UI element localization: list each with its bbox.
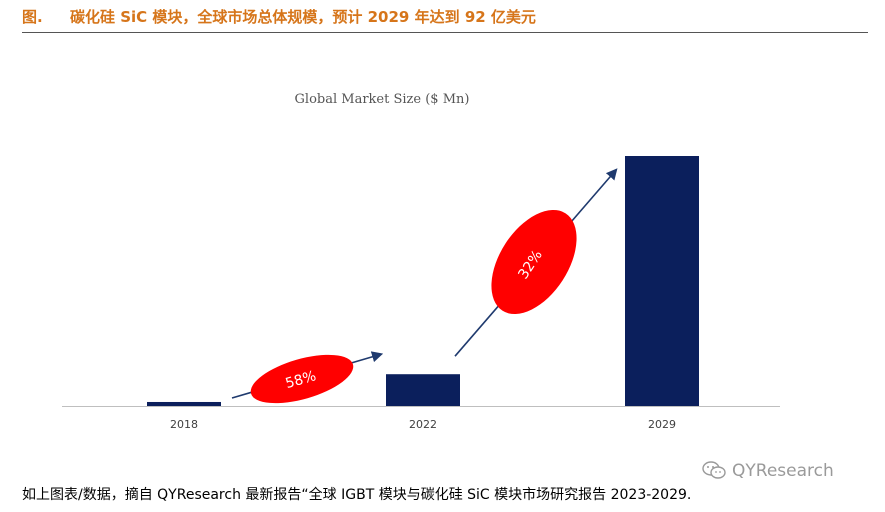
x-tick-label-2018: 2018 [170, 418, 198, 431]
chart-title: Global Market Size ($ Mn) [294, 92, 470, 107]
bar-2029 [625, 156, 699, 406]
bar-2022 [386, 374, 460, 406]
x-tick-label-2022: 2022 [409, 418, 437, 431]
source-note: 如上图表/数据，摘自 QYResearch 最新报告“全球 IGBT 模块与碳化… [22, 487, 692, 503]
growth-ellipse-2018-2022 [250, 354, 354, 404]
wechat-icon [702, 461, 726, 479]
watermark-text: QYResearch [732, 461, 834, 481]
figure-caption: 图. 碳化硅 SiC 模块，全球市场总体规模，预计 2029 年达到 92 亿美元 [22, 4, 868, 33]
figure-caption-text: 碳化硅 SiC 模块，全球市场总体规模，预计 2029 年达到 92 亿美元 [70, 8, 536, 26]
x-tick-label-2029: 2029 [648, 418, 676, 431]
bar-2018 [147, 401, 221, 406]
growth-ellipse-2022-2029 [491, 209, 577, 315]
figure-label: 图. [22, 8, 43, 26]
watermark: QYResearch [702, 460, 872, 482]
